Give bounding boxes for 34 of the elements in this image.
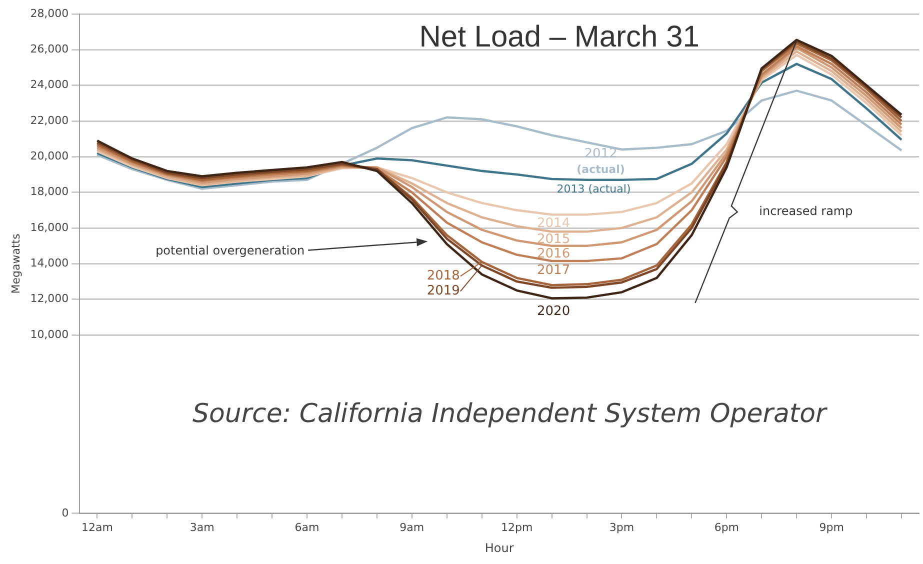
series-label: 2015 xyxy=(537,232,570,247)
series-label: 2014 xyxy=(537,216,570,231)
y-tick-label: 0 xyxy=(62,506,69,520)
legend-label: 2018 xyxy=(426,268,460,284)
y-axis-title: Megawatts xyxy=(9,233,22,294)
series-label: 2016 xyxy=(537,246,570,262)
y-tick-label: 16,000 xyxy=(30,220,69,234)
y-tick-label: 14,000 xyxy=(30,256,69,270)
x-axis-title: Hour xyxy=(484,540,514,555)
y-tick-label: 24,000 xyxy=(30,78,69,92)
y-tick-label: 28,000 xyxy=(30,6,69,20)
y-tick-label: 22,000 xyxy=(30,114,69,127)
y-tick-label: 12,000 xyxy=(30,292,69,306)
chart-title: Net Load – March 31 xyxy=(419,20,700,54)
x-tick-label: 9am xyxy=(400,520,424,534)
text: 2019 xyxy=(426,284,460,299)
x-tick-label: 3am xyxy=(190,520,214,534)
x-tick-label: 3pm xyxy=(609,520,634,534)
x-tick-label: 6pm xyxy=(714,520,740,534)
series-label: 2013 (actual) xyxy=(556,182,631,196)
y-tick-label: 20,000 xyxy=(30,150,69,163)
y-tick-label: 18,000 xyxy=(30,185,69,198)
annotation: increased ramp xyxy=(759,204,853,218)
series-label: 2012 (actual) xyxy=(576,146,625,176)
annotation: potential overgeneration xyxy=(156,243,305,258)
y-tick-label: 26,000 xyxy=(30,42,69,56)
x-tick-label: 12pm xyxy=(500,520,533,534)
series-label: 2017 xyxy=(537,263,570,278)
series-label: 2020 xyxy=(537,304,570,320)
y-tick-label: 10,000 xyxy=(30,328,69,341)
x-tick-label: 6am xyxy=(294,520,320,534)
x-tick-label: 9pm xyxy=(819,520,844,534)
x-tick-label: 12am xyxy=(81,520,113,534)
annotation: Source: California Independent System Operator xyxy=(192,399,829,430)
